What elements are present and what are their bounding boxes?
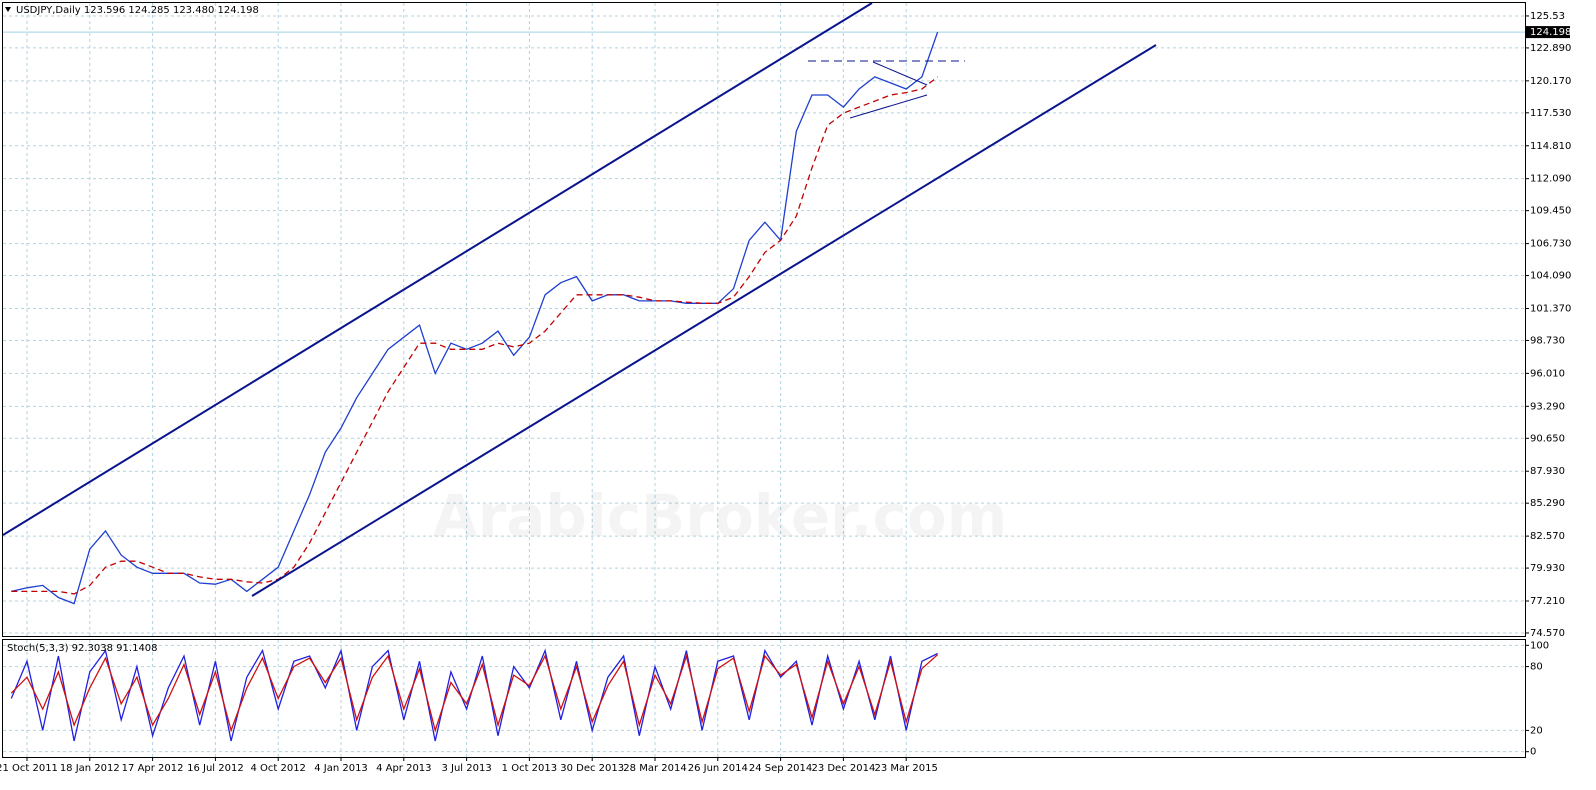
x-tick-label: 3 Jul 2013 (441, 763, 491, 774)
price-frame (2, 2, 1526, 637)
y-tick-label: 117.530 (1530, 108, 1571, 119)
stoch-frame (2, 639, 1526, 758)
y-tick-label: 85.290 (1530, 498, 1565, 509)
title-arrow (5, 7, 11, 12)
y-tick-label: 96.010 (1530, 368, 1565, 379)
x-tick-label: 21 Oct 2011 (0, 763, 58, 774)
x-tick-label: 18 Jan 2012 (60, 763, 120, 774)
y-tick-label: 120.170 (1530, 76, 1571, 87)
y-tick-label: 109.450 (1530, 206, 1571, 217)
channel-upper (2, 2, 873, 536)
x-tick-label: 24 Sep 2014 (749, 763, 812, 774)
y-tick-label: 100 (1530, 640, 1549, 651)
x-tick-label: 16 Jul 2012 (187, 763, 244, 774)
y-tick-label: 93.290 (1530, 401, 1565, 412)
stoch-title: Stoch(5,3,3) 92.3038 91.1408 (7, 643, 158, 654)
current-price-box (1526, 26, 1570, 39)
y-tick-label: 74.570 (1530, 628, 1565, 639)
x-tick-label: 17 Apr 2012 (122, 763, 184, 774)
x-tick-label: 26 Jun 2014 (688, 763, 748, 774)
chart-title: USDJPY,Daily 123.596 124.285 123.480 124… (16, 5, 259, 16)
y-tick-label: 79.930 (1530, 563, 1565, 574)
x-tick-label: 28 Mar 2014 (623, 763, 686, 774)
watermark: ArabicBroker.com (433, 482, 1007, 550)
y-tick-label: 0 (1530, 747, 1536, 758)
y-tick-label: 87.930 (1530, 466, 1565, 477)
y-tick-label: 125.53 (1530, 11, 1565, 22)
x-tick-label: 30 Dec 2013 (560, 763, 624, 774)
y-tick-label: 90.650 (1530, 433, 1565, 444)
drawings (2, 2, 1157, 597)
channel-lower (251, 44, 1157, 597)
series-line (10, 653, 939, 733)
y-tick-label: 112.090 (1530, 174, 1571, 185)
x-tick-label: 4 Apr 2013 (376, 763, 431, 774)
y-tick-label: 20 (1530, 725, 1543, 736)
current-price-label: 124.198 (1530, 27, 1571, 38)
triangle-upper (872, 61, 928, 86)
y-tick-label: 98.730 (1530, 335, 1565, 346)
y-tick-label: 104.090 (1530, 271, 1571, 282)
y-tick-label: 77.210 (1530, 596, 1565, 607)
series-line (11, 31, 939, 605)
series-line (11, 76, 938, 595)
x-tick-label: 23 Dec 2014 (811, 763, 875, 774)
price-pane: 125.53 122.890 120.170 117.530 114.810 112.09… (0, 3, 1571, 774)
x-tick-label: 4 Oct 2012 (250, 763, 305, 774)
y-tick-label: 122.890 (1530, 43, 1571, 54)
x-tick-label: 23 Mar 2015 (874, 763, 937, 774)
triangle-lower (849, 94, 928, 119)
x-tick-label: 1 Oct 2013 (502, 763, 557, 774)
y-tick-label: 114.810 (1530, 141, 1571, 152)
stoch-pane: 0 20 80 100 (3, 640, 1549, 758)
y-tick-label: 80 (1530, 662, 1543, 673)
y-tick-label: 101.370 (1530, 303, 1571, 314)
x-tick-label: 4 Jan 2013 (314, 763, 368, 774)
y-tick-label: 106.730 (1530, 239, 1571, 250)
y-tick-label: 82.570 (1530, 531, 1565, 542)
